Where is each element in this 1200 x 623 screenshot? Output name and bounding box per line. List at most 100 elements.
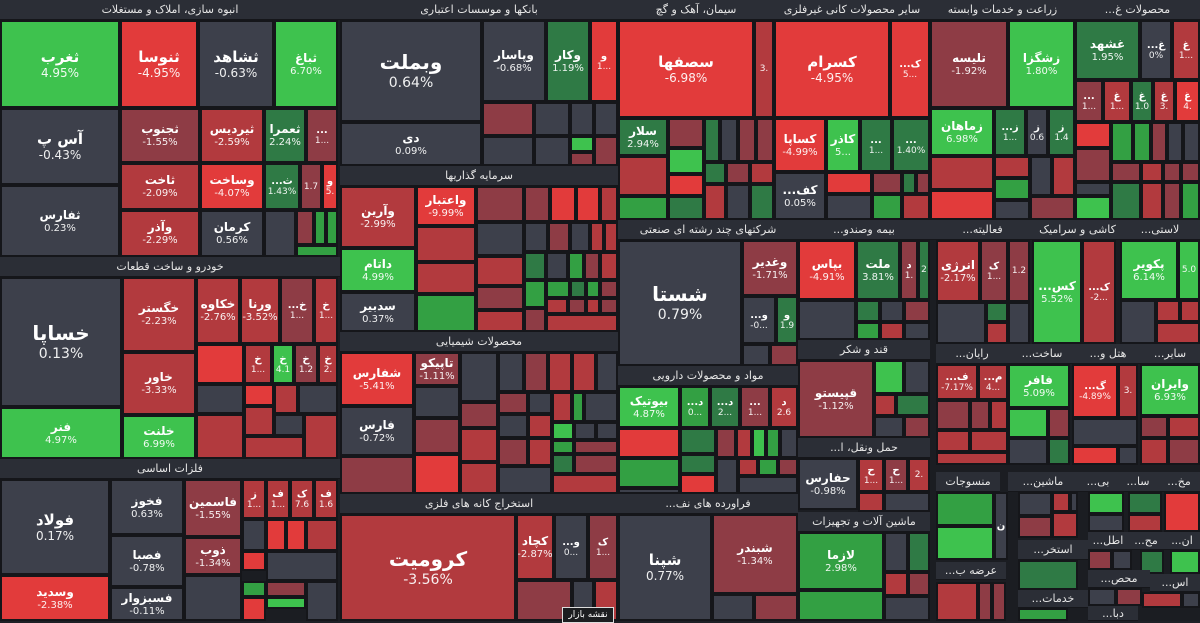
stock-tile[interactable]: [244, 406, 274, 436]
stock-tile[interactable]: بیوتیک 4.87%: [618, 386, 680, 428]
stock-tile[interactable]: [904, 322, 930, 340]
stock-tile[interactable]: و 1.9: [776, 296, 798, 344]
stock-tile[interactable]: [460, 352, 498, 402]
stock-tile[interactable]: [1128, 492, 1162, 514]
stock-tile[interactable]: وآذر -2.29%: [120, 210, 200, 257]
stock-tile[interactable]: [306, 581, 338, 621]
stock-tile[interactable]: ... 1...: [306, 108, 338, 163]
stock-tile[interactable]: خ... 1...: [280, 277, 314, 344]
stock-tile[interactable]: ک... -2...: [1082, 240, 1116, 344]
stock-tile[interactable]: [1156, 322, 1200, 344]
stock-tile[interactable]: [618, 196, 668, 220]
stock-tile[interactable]: [936, 492, 994, 526]
stock-tile[interactable]: [1168, 438, 1200, 465]
stock-tile[interactable]: [476, 256, 524, 286]
stock-tile[interactable]: [1075, 182, 1111, 196]
stock-tile[interactable]: ز... 1...: [994, 108, 1026, 156]
stock-tile[interactable]: فولاد 0.17%: [0, 479, 110, 575]
stock-tile[interactable]: داتام 4.99%: [340, 248, 416, 292]
stock-tile[interactable]: [184, 575, 242, 621]
stock-tile[interactable]: [306, 519, 338, 551]
stock-tile[interactable]: فسبزوار -0.11%: [110, 587, 184, 621]
stock-tile[interactable]: [856, 322, 880, 340]
stock-tile[interactable]: [590, 222, 604, 252]
stock-tile[interactable]: [196, 344, 244, 384]
sector-header[interactable]: اس...: [1150, 574, 1200, 592]
stock-tile[interactable]: دی 0.09%: [340, 122, 482, 166]
sector-header[interactable]: انبوه سازی، املاک و مستغلات: [0, 0, 340, 20]
stock-tile[interactable]: [482, 136, 534, 166]
stock-tile[interactable]: [874, 360, 904, 394]
stock-tile[interactable]: 5.0: [1178, 240, 1200, 300]
stock-tile[interactable]: [242, 581, 266, 597]
stock-tile[interactable]: [1181, 182, 1200, 220]
stock-tile[interactable]: [242, 519, 266, 551]
stock-tile[interactable]: زماهان 6.98%: [930, 108, 994, 156]
stock-tile[interactable]: وبملت 0.64%: [340, 20, 482, 122]
stock-tile[interactable]: [1018, 492, 1052, 516]
sector-header[interactable]: خدمات...: [1018, 590, 1088, 608]
stock-tile[interactable]: [524, 252, 546, 280]
stock-tile[interactable]: [1164, 492, 1200, 532]
stock-tile[interactable]: [1070, 492, 1078, 512]
stock-tile[interactable]: [936, 582, 978, 621]
stock-tile[interactable]: [1112, 550, 1132, 570]
stock-tile[interactable]: [414, 418, 460, 454]
stock-tile[interactable]: ز 1...: [242, 479, 266, 519]
stock-tile[interactable]: غ... 0%: [1140, 20, 1172, 80]
sector-header[interactable]: ان...: [1164, 532, 1200, 550]
stock-tile[interactable]: [1170, 550, 1200, 574]
stock-tile[interactable]: [826, 194, 872, 220]
stock-tile[interactable]: [756, 118, 774, 162]
sector-header[interactable]: مواد و محصولات دارویی: [618, 366, 798, 386]
stock-tile[interactable]: ثنوسا -4.95%: [120, 20, 198, 108]
stock-tile[interactable]: [618, 428, 680, 458]
stock-tile[interactable]: ک 1...: [588, 514, 618, 580]
stock-tile[interactable]: [546, 252, 568, 280]
stock-tile[interactable]: [568, 298, 586, 314]
stock-tile[interactable]: کف... 0.05%: [774, 172, 826, 220]
stock-tile[interactable]: [704, 162, 726, 184]
stock-tile[interactable]: [550, 186, 576, 222]
stock-tile[interactable]: [1111, 182, 1141, 220]
stock-tile[interactable]: [596, 352, 618, 392]
stock-tile[interactable]: [244, 436, 304, 459]
stock-tile[interactable]: [242, 597, 266, 621]
stock-tile[interactable]: [1018, 516, 1052, 538]
stock-tile[interactable]: کسرام -4.95%: [774, 20, 890, 118]
stock-tile[interactable]: و... -0...: [742, 296, 776, 344]
stock-tile[interactable]: [274, 414, 304, 436]
stock-tile[interactable]: [1182, 592, 1200, 608]
stock-tile[interactable]: [546, 314, 618, 332]
stock-tile[interactable]: [936, 430, 970, 452]
sector-header[interactable]: سیمان، آهک و گچ: [618, 0, 774, 20]
stock-tile[interactable]: [476, 186, 524, 222]
stock-tile[interactable]: [1163, 182, 1181, 220]
stock-tile[interactable]: [726, 184, 750, 220]
stock-tile[interactable]: [736, 428, 752, 458]
stock-tile[interactable]: [516, 580, 572, 621]
stock-tile[interactable]: [880, 322, 904, 340]
stock-tile[interactable]: [552, 474, 618, 494]
stock-tile[interactable]: [286, 519, 306, 551]
stock-tile[interactable]: [884, 532, 908, 572]
stock-tile[interactable]: [552, 392, 572, 422]
stock-tile[interactable]: ح 1...: [884, 458, 908, 492]
stock-tile[interactable]: زشگزا 1.80%: [1008, 20, 1075, 108]
sector-header[interactable]: فراورده های نف...: [618, 494, 798, 514]
stock-tile[interactable]: [758, 458, 778, 476]
stock-tile[interactable]: و 1...: [590, 20, 618, 102]
stock-tile[interactable]: فخوز 0.63%: [110, 479, 184, 535]
stock-tile[interactable]: [1111, 162, 1141, 182]
stock-tile[interactable]: [1008, 302, 1030, 344]
stock-tile[interactable]: کرومیت -3.56%: [340, 514, 516, 621]
stock-tile[interactable]: 3.: [754, 20, 774, 118]
stock-tile[interactable]: [750, 162, 774, 184]
stock-tile[interactable]: حفارس -0.98%: [798, 458, 858, 510]
stock-tile[interactable]: خگستر -2.23%: [122, 277, 196, 352]
stock-tile[interactable]: [576, 186, 600, 222]
stock-tile[interactable]: [994, 178, 1030, 200]
sector-header[interactable]: سرمایه گذاریها: [340, 166, 618, 186]
stock-tile[interactable]: شپنا 0.77%: [618, 514, 712, 621]
stock-tile[interactable]: [904, 416, 930, 438]
